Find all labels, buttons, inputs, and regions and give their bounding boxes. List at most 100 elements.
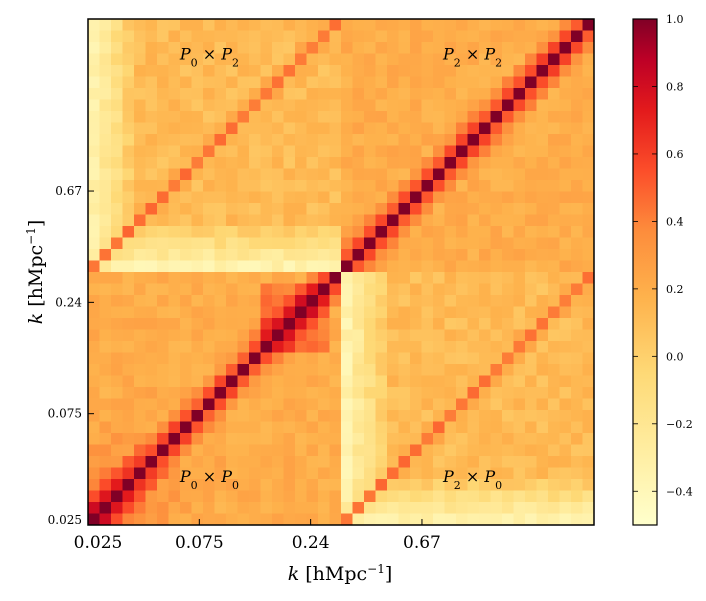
heatmap-cell bbox=[318, 88, 330, 100]
heatmap-cell bbox=[180, 249, 192, 261]
heatmap-cell bbox=[99, 479, 112, 491]
heatmap-cell bbox=[260, 65, 273, 77]
heatmap-cell bbox=[214, 352, 227, 365]
heatmap-cell bbox=[571, 203, 583, 215]
heatmap-cell bbox=[559, 306, 572, 319]
heatmap-cell bbox=[456, 168, 468, 181]
heatmap-cell bbox=[99, 421, 112, 434]
heatmap-cell bbox=[536, 410, 549, 422]
heatmap-cell bbox=[306, 490, 319, 503]
heatmap-cell bbox=[272, 42, 284, 54]
heatmap-cell bbox=[444, 306, 457, 319]
heatmap-cell bbox=[318, 352, 330, 365]
heatmap-cell bbox=[191, 444, 204, 457]
heatmap-cell bbox=[318, 364, 330, 376]
heatmap-cell bbox=[364, 249, 376, 261]
heatmap-cell bbox=[134, 76, 146, 89]
heatmap-cell bbox=[272, 168, 284, 181]
heatmap-cell bbox=[226, 168, 238, 181]
heatmap-cell bbox=[582, 513, 595, 526]
heatmap-cell bbox=[467, 134, 480, 146]
heatmap-cell bbox=[272, 180, 284, 192]
heatmap-cell bbox=[249, 260, 261, 273]
heatmap-cell bbox=[536, 479, 549, 491]
heatmap-cell bbox=[398, 65, 411, 77]
heatmap-cell bbox=[99, 318, 112, 330]
heatmap-cell bbox=[479, 180, 491, 192]
heatmap-cell bbox=[513, 513, 526, 526]
heatmap-cell bbox=[410, 111, 422, 123]
heatmap-cell bbox=[329, 456, 342, 468]
heatmap-cell bbox=[536, 513, 549, 526]
heatmap-cell bbox=[180, 467, 192, 480]
heatmap-cell bbox=[444, 352, 457, 365]
plot-frame bbox=[87, 18, 595, 526]
heatmap-cell bbox=[548, 502, 560, 514]
heatmap-cell bbox=[582, 456, 595, 468]
heatmap-cell bbox=[237, 352, 250, 365]
heatmap-cell bbox=[341, 237, 353, 250]
heatmap-cell bbox=[295, 283, 307, 296]
heatmap-cell bbox=[444, 272, 457, 284]
heatmap-cell bbox=[582, 352, 595, 365]
heatmap-cell bbox=[433, 237, 445, 250]
heatmap-cell bbox=[387, 375, 399, 388]
heatmap-cell bbox=[387, 53, 399, 66]
heatmap-cell bbox=[134, 180, 146, 192]
heatmap-cell bbox=[387, 122, 399, 135]
heatmap-cell bbox=[134, 157, 146, 169]
y-tick-label: 0.24 bbox=[55, 295, 82, 309]
heatmap-cell bbox=[295, 65, 307, 77]
heatmap-cell bbox=[260, 134, 273, 146]
heatmap-cell bbox=[88, 226, 100, 238]
heatmap-cell bbox=[490, 352, 503, 365]
heatmap-cell bbox=[237, 122, 250, 135]
heatmap-cell bbox=[318, 76, 330, 89]
heatmap-cell bbox=[295, 364, 307, 376]
heatmap-cell bbox=[421, 214, 434, 227]
heatmap-cell bbox=[571, 122, 583, 135]
heatmap-cell bbox=[479, 260, 491, 273]
heatmap-cell bbox=[490, 364, 503, 376]
heatmap-cell bbox=[375, 352, 388, 365]
x-tick-label: 0.025 bbox=[74, 533, 123, 553]
heatmap-cell bbox=[375, 341, 388, 353]
heatmap-cell bbox=[525, 456, 537, 468]
heatmap-cell bbox=[249, 203, 261, 215]
heatmap-cell bbox=[341, 318, 353, 330]
heatmap-cell bbox=[444, 99, 457, 112]
heatmap-cell bbox=[421, 513, 434, 526]
heatmap-cell bbox=[318, 203, 330, 215]
heatmap-cell bbox=[352, 272, 365, 284]
heatmap-cell bbox=[237, 306, 250, 319]
heatmap-cell bbox=[525, 226, 537, 238]
heatmap-cell bbox=[249, 30, 261, 43]
heatmap-cell bbox=[410, 191, 422, 204]
heatmap-cell bbox=[571, 111, 583, 123]
heatmap-cell bbox=[260, 467, 273, 480]
heatmap-cell bbox=[410, 341, 422, 353]
heatmap-cell bbox=[214, 375, 227, 388]
heatmap-cell bbox=[329, 260, 342, 273]
heatmap-cell bbox=[226, 341, 238, 353]
heatmap-cell bbox=[502, 145, 514, 158]
heatmap-cell bbox=[548, 260, 560, 273]
x-tick-label: 0.24 bbox=[292, 533, 330, 553]
heatmap-cell bbox=[237, 513, 250, 526]
heatmap-cell bbox=[559, 456, 572, 468]
heatmap-cell bbox=[513, 490, 526, 503]
heatmap-cell bbox=[536, 76, 549, 89]
heatmap-cell bbox=[410, 513, 422, 526]
heatmap-cell bbox=[260, 444, 273, 457]
heatmap-cell bbox=[111, 88, 123, 100]
heatmap-cell bbox=[214, 341, 227, 353]
heatmap-cell bbox=[145, 76, 158, 89]
heatmap-cell bbox=[559, 99, 572, 112]
heatmap-cell bbox=[582, 53, 595, 66]
heatmap-cell bbox=[306, 30, 319, 43]
heatmap-cell bbox=[352, 306, 365, 319]
heatmap-cell bbox=[341, 513, 353, 526]
heatmap-cell bbox=[226, 306, 238, 319]
